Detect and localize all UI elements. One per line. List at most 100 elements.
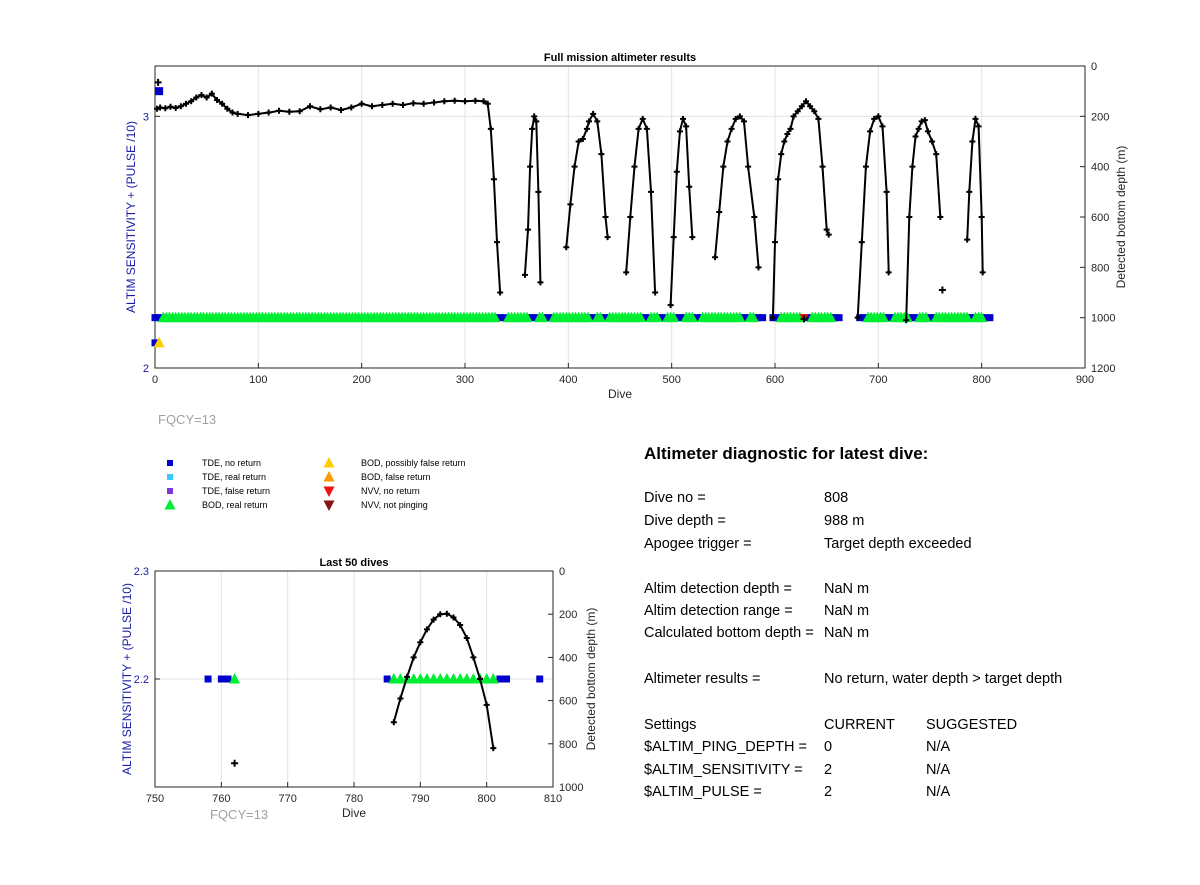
depth-point: [472, 97, 479, 104]
depth-point: [819, 163, 826, 170]
legend-label: TDE, real return: [202, 472, 266, 482]
y2-axis-label: Detected bottom depth (m): [1114, 146, 1128, 289]
depth-point: [255, 110, 262, 117]
legend-marker: [164, 499, 176, 510]
depth-point: [521, 271, 528, 278]
depth-point: [531, 113, 538, 120]
depth-point: [652, 289, 659, 296]
depth-line: [523, 112, 542, 283]
tde-no-return-marker: [657, 314, 665, 322]
depth-point: [716, 208, 723, 215]
bod-real-return-marker: [582, 311, 594, 323]
depth-point: [775, 176, 782, 183]
y2-tick-label: 0: [559, 566, 565, 578]
y2-tick-label: 1200: [1091, 363, 1115, 375]
depth-point: [915, 125, 922, 132]
settings-name: $ALTIM_PING_DEPTH =: [644, 739, 807, 755]
depth-point: [208, 90, 215, 97]
y2-tick-label: 800: [1091, 262, 1109, 274]
depth-point: [379, 102, 386, 109]
depth-point: [338, 107, 344, 114]
legend-label: TDE, no return: [202, 458, 261, 468]
x-tick-label: 770: [278, 793, 296, 805]
tde-no-return-marker: [155, 87, 164, 96]
depth-point: [579, 135, 586, 142]
depth-point: [972, 115, 979, 122]
depth-point: [583, 125, 590, 132]
depth-point: [480, 98, 487, 105]
depth-point: [787, 125, 794, 132]
depth-point: [602, 214, 609, 220]
bod-real-return-marker: [521, 311, 533, 323]
depth-line: [669, 115, 694, 306]
depth-point: [975, 123, 982, 130]
legend-label: BOD, false return: [361, 472, 431, 482]
tde-no-return-marker: [151, 314, 159, 322]
tde-no-return-marker: [544, 314, 552, 322]
depth-point: [883, 188, 890, 195]
depth-point: [265, 109, 272, 116]
settings-header: CURRENT: [824, 717, 895, 733]
depth-point: [667, 302, 674, 309]
depth-point: [198, 91, 205, 98]
depth-point: [533, 118, 540, 125]
depth-point: [755, 264, 762, 271]
depth-point: [867, 128, 874, 135]
depth-point: [798, 103, 805, 110]
depth-point: [639, 115, 646, 122]
x-tick-label: 300: [456, 374, 474, 386]
legend-marker: [167, 488, 173, 494]
depth-point: [686, 183, 693, 190]
depth-point: [404, 673, 411, 680]
bod-real-return-marker: [668, 311, 680, 323]
depth-point: [772, 239, 778, 246]
chart-title: Full mission altimeter results: [544, 52, 696, 64]
y2-tick-label: 600: [559, 696, 577, 708]
x-tick-label: 790: [411, 793, 429, 805]
diagnostic-label: Altim detection depth =: [644, 581, 792, 597]
depth-point: [720, 163, 727, 170]
y2-tick-label: 1000: [1091, 313, 1115, 325]
depth-point: [154, 105, 161, 112]
tde-no-return-marker: [982, 314, 990, 322]
depth-point: [807, 103, 814, 110]
settings-current: 2: [824, 762, 833, 778]
depth-point: [969, 138, 976, 145]
diagnostic-label: Dive depth =: [644, 513, 726, 529]
depth-point: [527, 163, 534, 170]
depth-point: [224, 105, 231, 112]
x-tick-label: 800: [477, 793, 495, 805]
x-tick-label: 200: [352, 374, 370, 386]
depth-point: [157, 104, 164, 111]
tde-no-return-marker: [986, 314, 994, 322]
depth-point: [296, 108, 303, 115]
depth-point: [769, 314, 776, 321]
y2-axis-label: Detected bottom depth (m): [584, 608, 598, 751]
depth-point: [193, 94, 200, 101]
bod-real-return-marker: [920, 311, 932, 323]
depth-point: [494, 239, 501, 246]
settings-suggested: N/A: [926, 762, 951, 778]
depth-point: [245, 112, 251, 119]
depth-point: [470, 654, 477, 661]
depth-point: [635, 125, 642, 132]
depth-point: [483, 701, 490, 708]
x-tick-label: 750: [146, 793, 164, 805]
tde-no-return-marker: [967, 314, 975, 322]
depth-point: [689, 234, 696, 241]
legend-marker: [323, 471, 335, 482]
depth-point: [862, 163, 869, 170]
depth-point: [463, 634, 470, 641]
depth-point: [933, 151, 940, 158]
settings-suggested: N/A: [926, 784, 951, 800]
x-tick-label: 0: [152, 374, 158, 386]
depth-point: [317, 106, 324, 113]
tde-no-return-marker: [383, 675, 391, 683]
depth-point: [778, 151, 785, 158]
depth-point: [490, 745, 497, 752]
legend-label: NVV, no return: [361, 486, 420, 496]
depth-point: [286, 108, 293, 115]
tde-no-return-marker: [529, 314, 537, 322]
depth-point: [879, 123, 886, 130]
tde-no-return-marker: [151, 339, 159, 347]
